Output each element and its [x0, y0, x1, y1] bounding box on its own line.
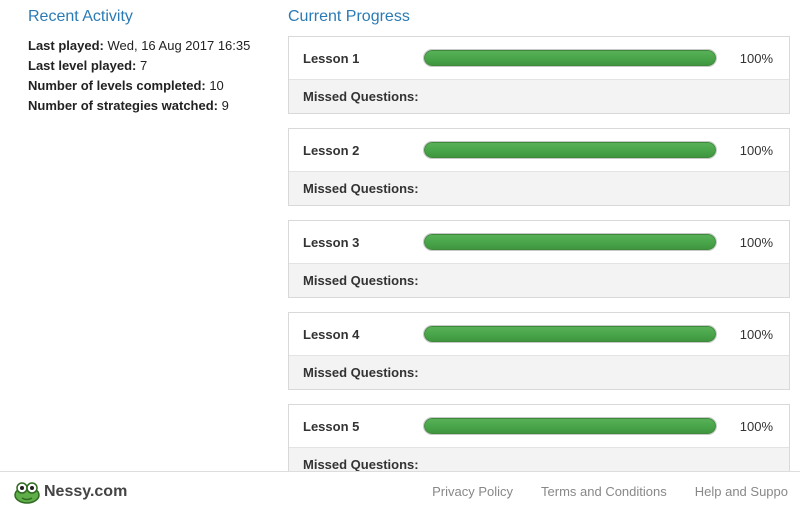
progress-fill	[424, 50, 716, 66]
lesson-top-row: Lesson 3 100%	[289, 221, 789, 263]
lesson-top-row: Lesson 5 100%	[289, 405, 789, 447]
activity-row: Number of levels completed: 10	[28, 76, 288, 96]
progress-percent: 100%	[717, 327, 773, 342]
lesson-name: Lesson 5	[303, 419, 423, 434]
lesson-name: Lesson 2	[303, 143, 423, 158]
recent-activity-title: Recent Activity	[28, 8, 288, 26]
footer-link-help[interactable]: Help and Suppo	[695, 484, 788, 499]
progress-percent: 100%	[717, 143, 773, 158]
missed-questions-label: Missed Questions:	[303, 181, 419, 196]
lesson-top-row: Lesson 2 100%	[289, 129, 789, 171]
lessons-list: Lesson 1 100% Missed Questions: Lesson 2 10…	[288, 36, 790, 482]
activity-label: Number of levels completed:	[28, 78, 206, 93]
progress-fill	[424, 326, 716, 342]
lesson-name: Lesson 4	[303, 327, 423, 342]
activity-row: Last played: Wed, 16 Aug 2017 16:35	[28, 36, 288, 56]
activity-value: Wed, 16 Aug 2017 16:35	[104, 38, 251, 53]
footer-link-privacy[interactable]: Privacy Policy	[432, 484, 513, 499]
missed-questions-row: Missed Questions:	[289, 79, 789, 113]
logo-icon	[12, 479, 42, 505]
lesson-top-row: Lesson 1 100%	[289, 37, 789, 79]
current-progress-panel: Current Progress Lesson 1 100% Missed Ques…	[288, 8, 800, 496]
progress-bar	[423, 325, 717, 343]
activity-label: Last played:	[28, 38, 104, 53]
missed-questions-row: Missed Questions:	[289, 355, 789, 389]
lesson-top-row: Lesson 4 100%	[289, 313, 789, 355]
progress-bar	[423, 417, 717, 435]
activity-value: 9	[218, 98, 229, 113]
activity-row: Last level played: 7	[28, 56, 288, 76]
missed-questions-label: Missed Questions:	[303, 89, 419, 104]
lesson-name: Lesson 1	[303, 51, 423, 66]
recent-activity-list: Last played: Wed, 16 Aug 2017 16:35 Last…	[28, 36, 288, 117]
lesson-card: Lesson 2 100% Missed Questions:	[288, 128, 790, 206]
footer: Nessy.com Privacy Policy Terms and Condi…	[0, 471, 800, 511]
missed-questions-row: Missed Questions:	[289, 171, 789, 205]
missed-questions-row: Missed Questions:	[289, 263, 789, 297]
activity-row: Number of strategies watched: 9	[28, 96, 288, 116]
activity-value: 10	[206, 78, 224, 93]
logo-text: Nessy.com	[44, 483, 127, 501]
progress-bar	[423, 233, 717, 251]
progress-bar	[423, 141, 717, 159]
current-progress-title: Current Progress	[288, 8, 790, 26]
logo[interactable]: Nessy.com	[12, 479, 127, 505]
footer-links: Privacy Policy Terms and Conditions Help…	[432, 484, 788, 499]
activity-label: Last level played:	[28, 58, 136, 73]
progress-percent: 100%	[717, 419, 773, 434]
activity-label: Number of strategies watched:	[28, 98, 218, 113]
progress-percent: 100%	[717, 235, 773, 250]
lesson-card: Lesson 4 100% Missed Questions:	[288, 312, 790, 390]
footer-link-terms[interactable]: Terms and Conditions	[541, 484, 667, 499]
recent-activity-panel: Recent Activity Last played: Wed, 16 Aug…	[28, 8, 288, 496]
progress-fill	[424, 418, 716, 434]
missed-questions-label: Missed Questions:	[303, 273, 419, 288]
progress-percent: 100%	[717, 51, 773, 66]
lesson-name: Lesson 3	[303, 235, 423, 250]
progress-fill	[424, 142, 716, 158]
activity-value: 7	[136, 58, 147, 73]
progress-bar	[423, 49, 717, 67]
lesson-card: Lesson 3 100% Missed Questions:	[288, 220, 790, 298]
missed-questions-label: Missed Questions:	[303, 365, 419, 380]
progress-fill	[424, 234, 716, 250]
lesson-card: Lesson 1 100% Missed Questions:	[288, 36, 790, 114]
missed-questions-label: Missed Questions:	[303, 457, 419, 472]
